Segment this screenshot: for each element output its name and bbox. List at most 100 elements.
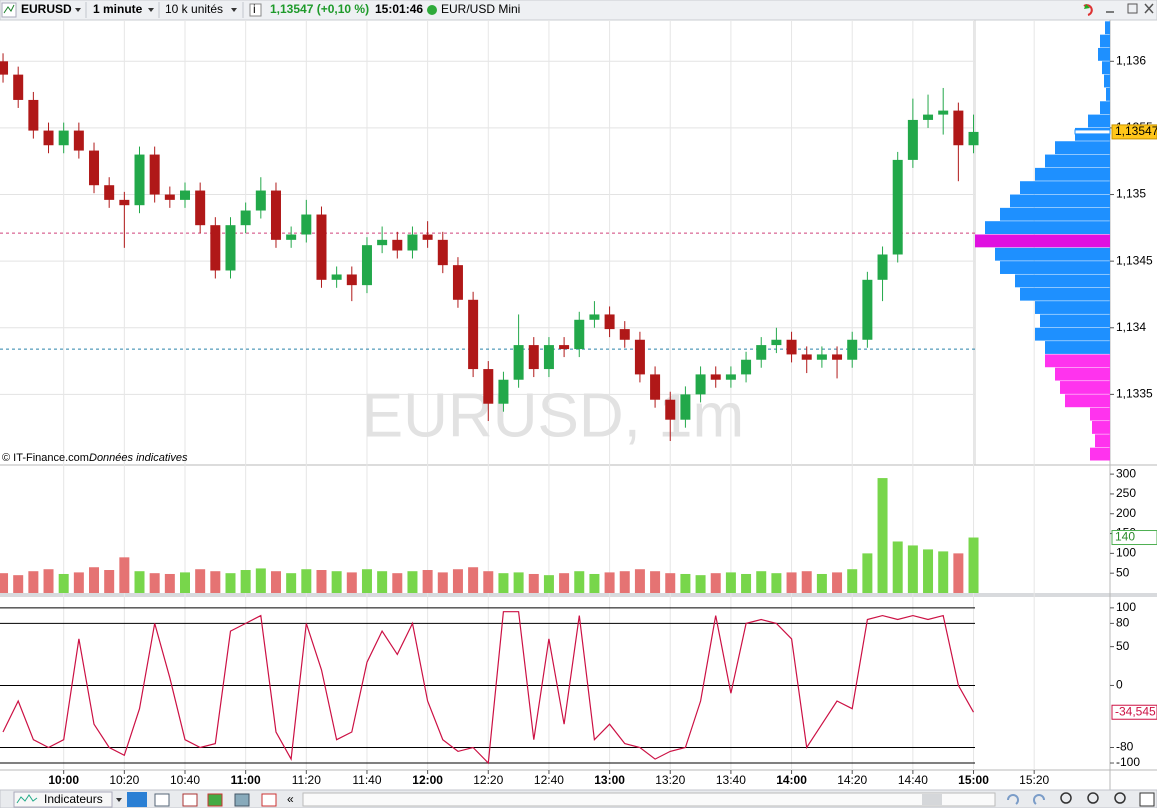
zoom-in-button[interactable]: [1114, 792, 1126, 804]
tool-button[interactable]: [182, 793, 198, 807]
candle-body: [498, 379, 509, 404]
candle-body: [938, 110, 949, 115]
candle-body: [149, 154, 160, 195]
candle-body: [134, 154, 145, 206]
candle-body: [483, 369, 494, 404]
volume-bar: [650, 571, 661, 593]
volume-bar: [422, 570, 433, 593]
volume-bar: [28, 571, 39, 593]
volume-bar: [862, 553, 873, 593]
tool-button[interactable]: [261, 793, 277, 807]
dropdown-arrow[interactable]: [75, 8, 81, 12]
scrollbar[interactable]: [302, 792, 996, 807]
symbol[interactable]: EURUSD: [21, 2, 72, 16]
candle-body: [543, 345, 554, 370]
x-tick-label: 13:40: [716, 773, 746, 787]
x-tick-label: 11:20: [292, 773, 321, 787]
x-tick-label: 11:00: [231, 773, 261, 787]
volume-bar: [786, 572, 797, 593]
y-tick-label: 50: [1116, 565, 1130, 579]
volume-bar: [13, 575, 24, 593]
y-tick-label: 100: [1116, 546, 1136, 560]
volume-profile-bar: [1065, 394, 1110, 408]
close-button[interactable]: [1144, 3, 1154, 14]
indicators-button[interactable]: [13, 791, 113, 808]
maximize-button[interactable]: [1127, 3, 1138, 14]
dropdown-arrow[interactable]: [231, 8, 237, 12]
info-icon[interactable]: [249, 3, 262, 17]
volume-profile-bar: [985, 221, 1110, 235]
x-tick-label: 14:00: [776, 773, 807, 787]
panel-separator: [0, 593, 1157, 597]
volume-bar: [589, 573, 600, 593]
tool-button[interactable]: [234, 793, 250, 807]
volume-profile-bar: [1100, 101, 1110, 115]
candle-body: [437, 239, 448, 266]
zoom-out-button[interactable]: [1087, 792, 1099, 804]
y-tick-label: 80: [1116, 616, 1130, 630]
y-tick-label: 1,134: [1116, 320, 1146, 334]
volume-bar: [407, 571, 418, 593]
bottom-toolbar: Indicateurs «: [0, 789, 1157, 808]
toolbar-bg: [0, 0, 1157, 21]
candle-body: [210, 225, 221, 271]
volume-bar: [377, 571, 388, 593]
candle-body: [771, 339, 782, 346]
volume-bar: [468, 567, 479, 593]
volume-bar: [437, 572, 448, 593]
current-value-label: 140: [1115, 530, 1135, 544]
zoom-button[interactable]: [1060, 792, 1072, 804]
tool-button[interactable]: [154, 793, 170, 807]
dropdown-arrow[interactable]: [148, 8, 154, 12]
current-value-tag: [1111, 124, 1157, 140]
volume-profile-bar: [1104, 74, 1110, 88]
volume-profile-bar: [1090, 447, 1110, 461]
volume-bar: [604, 572, 615, 593]
scroll-thumb[interactable]: [922, 794, 942, 805]
candle-body: [13, 74, 24, 100]
candle-body: [361, 245, 372, 286]
volume-profile-bar: [1045, 354, 1110, 368]
redo-button[interactable]: [1033, 794, 1045, 805]
share-button[interactable]: [127, 792, 147, 807]
volume-bar: [892, 541, 903, 593]
data-layer: 1,13351,1341,13451,1351,13551,1361,13547…: [0, 21, 1157, 787]
scroll-left[interactable]: «: [287, 792, 294, 806]
volume-bar: [286, 573, 297, 593]
volume-bar: [73, 572, 84, 593]
candle-body: [422, 234, 433, 240]
volume-profile-bar: [1000, 261, 1110, 274]
current-price-band: [1074, 129, 1111, 135]
candle-body: [164, 194, 175, 200]
dropdown-arrow[interactable]: [116, 798, 122, 802]
volume-profile-bar: [1105, 21, 1110, 35]
volume-bar: [316, 570, 327, 593]
quote: 1,13547 (+0,10 %): [270, 2, 369, 16]
y-tick-label: 300: [1116, 466, 1136, 480]
volume-bar: [195, 569, 206, 593]
candle-body: [43, 130, 54, 146]
undo-button[interactable]: [1007, 794, 1019, 805]
symbol-icon[interactable]: [1, 2, 17, 18]
candle-body: [180, 190, 190, 200]
candle-body: [619, 329, 630, 340]
interval[interactable]: 1 minute: [93, 2, 143, 16]
size[interactable]: 10 k unités: [165, 2, 223, 16]
x-tick-label: 14:40: [898, 773, 928, 787]
volume-bar: [43, 569, 54, 593]
x-tick-label: 12:40: [534, 773, 564, 787]
tool-button[interactable]: [207, 793, 223, 807]
candle-body: [741, 359, 752, 375]
indicators-label[interactable]: Indicateurs: [44, 792, 103, 806]
candle-body: [710, 374, 721, 380]
volume-bar: [634, 569, 645, 593]
volume-bar: [771, 573, 782, 593]
volume-bar: [923, 549, 934, 593]
volume-profile-bar: [1060, 381, 1110, 394]
volume-bar: [240, 570, 251, 593]
candle-body: [756, 345, 767, 360]
settings-button[interactable]: [1139, 792, 1155, 807]
volume-profile-bar: [1010, 194, 1110, 208]
x-tick-label: 15:20: [1019, 773, 1049, 787]
y-tick-label: 0: [1116, 678, 1123, 692]
